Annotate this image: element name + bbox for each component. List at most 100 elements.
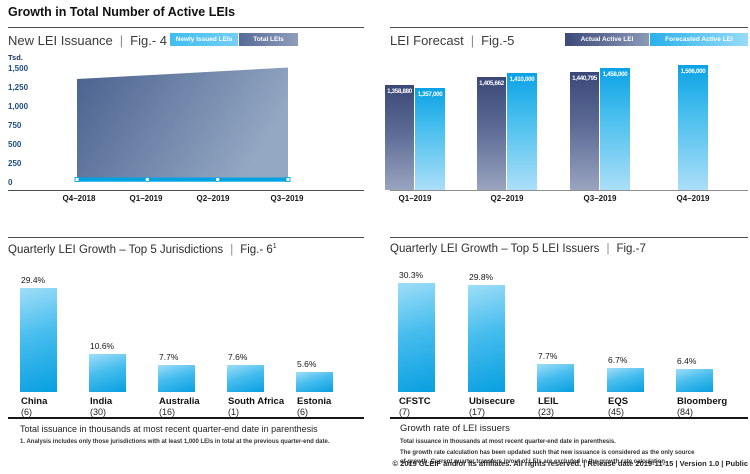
y-tick-label: 750 bbox=[8, 120, 22, 130]
bar-forecast-Q1–2019 bbox=[415, 88, 445, 190]
y-axis-unit-label: Tsd. bbox=[8, 53, 23, 62]
bar-count-label: (1) bbox=[228, 407, 239, 417]
bar-India bbox=[89, 354, 126, 392]
chart-footnote-2: The growth rate calculation has been upd… bbox=[400, 450, 695, 466]
title-separator: | bbox=[230, 243, 234, 256]
bar-Estonia bbox=[296, 372, 333, 392]
y-tick-label: 1,000 bbox=[8, 101, 29, 111]
bar-category-label: China bbox=[21, 396, 48, 407]
x-tick-label: Q3–2019 bbox=[270, 194, 304, 203]
bar-actual-Q3–2019 bbox=[570, 72, 599, 190]
bar-percent-label: 6.7% bbox=[608, 355, 628, 365]
title-separator: | bbox=[470, 33, 475, 48]
bar-LEIL bbox=[537, 364, 574, 392]
fig-number: Fig.-5 bbox=[481, 33, 515, 48]
bar-percent-label: 29.4% bbox=[21, 275, 46, 285]
bar-percent-label: 7.6% bbox=[228, 352, 248, 362]
bottom-rule bbox=[390, 417, 748, 419]
title-separator: | bbox=[606, 243, 610, 255]
line-marker bbox=[74, 177, 80, 182]
newly-issued-leis-line bbox=[77, 177, 288, 182]
fig-number: Fig.-7 bbox=[616, 243, 646, 255]
bar-count-label: (23) bbox=[538, 407, 555, 417]
line-marker bbox=[215, 176, 221, 183]
bar-value-label: 1,410,000 bbox=[509, 76, 535, 83]
bar-category-label: India bbox=[90, 396, 113, 407]
bar-percent-label: 7.7% bbox=[538, 351, 558, 361]
legend-fig5: Actual Active LEI Forecasted Active LEI bbox=[565, 33, 748, 46]
copyright-footer: © 2019 GLEIF and/or its affiliates. All … bbox=[392, 459, 748, 468]
bar-category-label: EQS bbox=[608, 396, 629, 407]
line-marker bbox=[144, 176, 150, 183]
bar-chart-issuers: 30.3% CFSTC (7) 29.8% Ubisecure (17) 7.7% LEIL(… bbox=[390, 237, 748, 422]
x-tick-label: Q4–2018 bbox=[62, 194, 96, 203]
bar-CFSTC bbox=[398, 283, 435, 392]
bar-actual-Q2–2019 bbox=[477, 77, 506, 190]
bar-category-label: South Africa bbox=[228, 396, 285, 407]
bar-category-label: Australia bbox=[159, 396, 200, 407]
bar-category-label: Bloomberg bbox=[677, 396, 728, 407]
bar-count-label: (30) bbox=[90, 407, 107, 417]
legend-item-newly-issued-leis: Newly Issued LEIs bbox=[170, 33, 238, 46]
x-tick-label: Q3–2019 bbox=[583, 194, 617, 203]
bar-value-label: 1,358,880 bbox=[387, 88, 412, 95]
bar-count-label: (45) bbox=[608, 407, 625, 417]
bar-Ubisecure bbox=[468, 285, 505, 392]
bar-value-label: 1,357,000 bbox=[417, 91, 443, 98]
bar-count-label: (6) bbox=[297, 407, 308, 417]
bar-category-label: Ubisecure bbox=[469, 396, 515, 407]
y-tick-label: 1,250 bbox=[8, 82, 29, 92]
y-tick-label: 0 bbox=[8, 178, 13, 188]
bar-percent-label: 30.3% bbox=[399, 270, 424, 280]
section-title-text: Quarterly LEI Growth – Top 5 LEI Issuers bbox=[390, 243, 600, 255]
x-tick-label: Q1–2019 bbox=[398, 194, 432, 203]
chart-footnote-1: Total issuance in thousands at most rece… bbox=[400, 439, 616, 445]
bar-percent-label: 10.6% bbox=[90, 341, 115, 351]
bar-forecast-Q2–2019 bbox=[507, 73, 537, 190]
bar-percent-label: 7.7% bbox=[159, 352, 179, 362]
area-chart-total-leis bbox=[74, 67, 291, 183]
bar-value-label: 1,440,795 bbox=[572, 75, 597, 82]
bar-count-label: (84) bbox=[677, 407, 694, 417]
bar-percent-label: 5.6% bbox=[297, 359, 317, 369]
x-tick-label: Q2–2019 bbox=[490, 194, 524, 203]
bar-forecast-Q4–2019 bbox=[678, 65, 708, 190]
divider-line bbox=[390, 237, 748, 238]
panel-top5-lei-issuers: Quarterly LEI Growth – Top 5 LEI Issuers… bbox=[390, 237, 748, 474]
legend-fig4: Newly Issued LEIs Total LEIs bbox=[170, 33, 298, 46]
y-tick-label: 1,500 bbox=[8, 63, 29, 73]
divider-line bbox=[8, 27, 364, 28]
bar-value-label: 1,506,000 bbox=[680, 68, 706, 75]
bar-percent-label: 29.8% bbox=[469, 272, 494, 282]
bar-count-label: (17) bbox=[469, 407, 486, 417]
panel-new-lei-issuance: New LEI Issuance | Fig.- 4 Newly Issued LE… bbox=[8, 27, 364, 237]
bar-China bbox=[20, 288, 57, 392]
bar-South Africa bbox=[227, 365, 264, 392]
panel-top5-jurisdictions: Quarterly LEI Growth – Top 5 Jurisdictio… bbox=[8, 237, 364, 474]
bar-chart-jurisdictions: 29.4% China (6) 10.6% India (30) 7.7% Australia… bbox=[8, 237, 364, 422]
section-title-fig6: Quarterly LEI Growth – Top 5 Jurisdictio… bbox=[8, 243, 277, 256]
bar-category-label: CFSTC bbox=[399, 396, 431, 407]
section-title-fig5: LEI Forecast | Fig.-5 bbox=[390, 33, 514, 48]
bar-actual-Q1–2019 bbox=[385, 85, 414, 190]
chart-note: Growth rate of LEI issuers bbox=[400, 423, 510, 434]
divider-line bbox=[8, 237, 364, 238]
bar-count-label: (7) bbox=[399, 407, 410, 417]
total-leis-area bbox=[77, 67, 288, 181]
y-axis-tick-labels: 1,500 1,250 1,000 750 500 250 0 bbox=[8, 59, 28, 193]
section-title-text: LEI Forecast bbox=[390, 33, 464, 48]
y-tick-label: 250 bbox=[8, 159, 22, 169]
bar-count-label: (6) bbox=[21, 407, 32, 417]
section-title-fig7: Quarterly LEI Growth – Top 5 LEI Issuers… bbox=[390, 243, 646, 255]
bar-count-label: (16) bbox=[159, 407, 176, 417]
bar-Bloomberg bbox=[676, 369, 713, 392]
section-title-fig4: New LEI Issuance | Fig.- 4 bbox=[8, 33, 167, 48]
bar-category-label: LEIL bbox=[538, 396, 559, 407]
legend-item-total-leis: Total LEIs bbox=[239, 33, 298, 46]
line-marker bbox=[285, 177, 291, 182]
section-title-text: New LEI Issuance bbox=[8, 33, 113, 48]
legend-item-forecasted-active-lei: Forecasted Active LEI bbox=[650, 33, 748, 46]
x-tick-label: Q1–2019 bbox=[129, 194, 163, 203]
fig-number: Fig.- 4 bbox=[130, 33, 168, 48]
bar-chart-lei-forecast: 1,358,880 1,357,000 1,405,662 1,410,000 1,44… bbox=[385, 27, 748, 237]
